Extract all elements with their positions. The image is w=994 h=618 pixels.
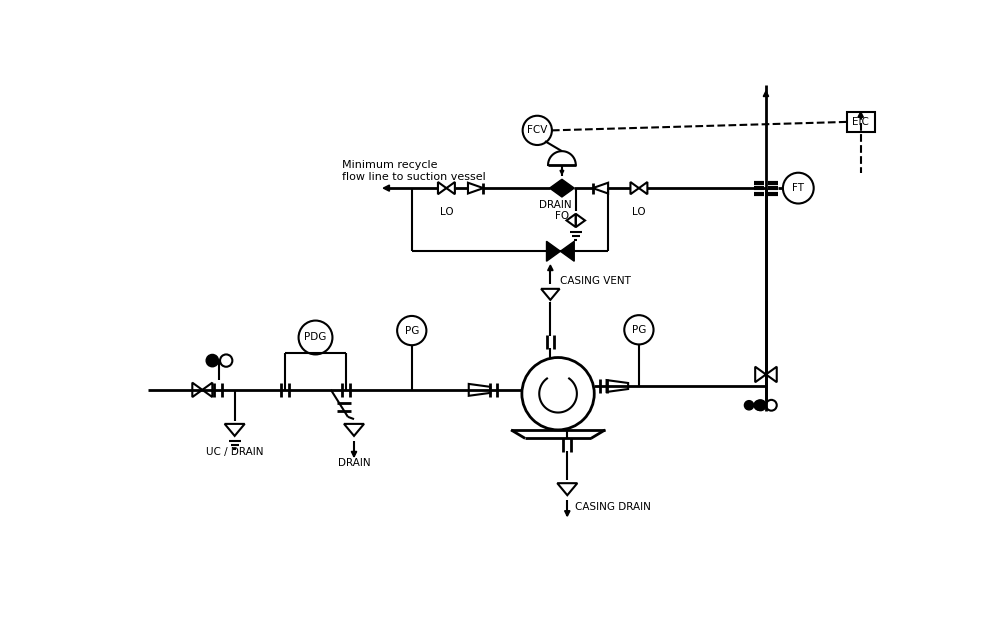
Text: FT: FT xyxy=(791,183,803,193)
Polygon shape xyxy=(857,112,863,117)
Circle shape xyxy=(206,355,219,366)
Circle shape xyxy=(754,400,765,410)
Text: CASING VENT: CASING VENT xyxy=(559,276,630,286)
Text: CASING DRAIN: CASING DRAIN xyxy=(575,502,650,512)
Text: UC / DRAIN: UC / DRAIN xyxy=(206,447,263,457)
Text: PG: PG xyxy=(405,326,418,336)
Text: FO: FO xyxy=(555,211,569,221)
Polygon shape xyxy=(547,265,553,271)
Text: LO: LO xyxy=(631,206,645,216)
Polygon shape xyxy=(549,179,562,197)
Polygon shape xyxy=(562,179,574,197)
Polygon shape xyxy=(546,241,560,261)
Polygon shape xyxy=(560,171,564,174)
Text: PG: PG xyxy=(631,325,645,335)
Polygon shape xyxy=(564,510,570,516)
Text: Minimum recycle
flow line to suction vessel: Minimum recycle flow line to suction ves… xyxy=(342,160,486,182)
Text: DRAIN: DRAIN xyxy=(539,200,572,210)
Polygon shape xyxy=(383,185,389,191)
Text: FCV: FCV xyxy=(527,125,547,135)
Polygon shape xyxy=(560,241,574,261)
Bar xyxy=(846,112,874,132)
Text: LO: LO xyxy=(439,206,453,216)
Text: EIC: EIC xyxy=(852,117,868,127)
Text: DRAIN: DRAIN xyxy=(337,459,370,468)
Polygon shape xyxy=(351,452,356,457)
Circle shape xyxy=(744,400,752,410)
Polygon shape xyxy=(762,91,768,96)
Text: PDG: PDG xyxy=(304,332,326,342)
